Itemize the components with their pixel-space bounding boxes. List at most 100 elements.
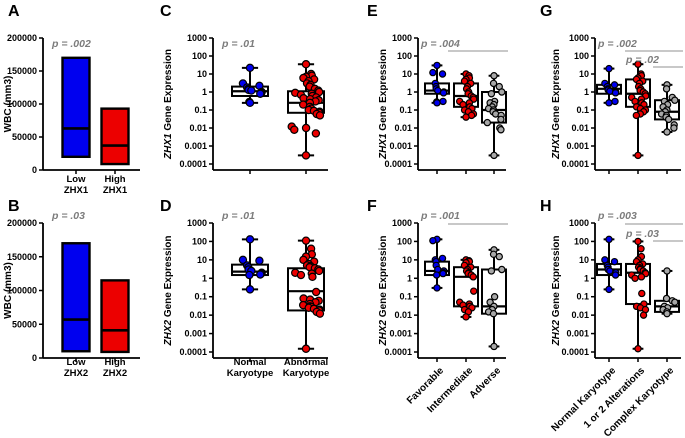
range-bar-blue	[61, 56, 91, 158]
p-value: p = .003	[597, 210, 637, 222]
y-tick-label: 200000	[7, 218, 37, 228]
y-tick-label: 100	[397, 51, 412, 61]
panel-g-label: G	[540, 3, 553, 20]
y-tick-label: 0	[32, 165, 37, 175]
panel-e-label: E	[367, 3, 378, 20]
y-axis-label: ZHX2 Gene Expression	[163, 235, 174, 346]
panel-h: 1000 100 10 1 0.1 0.01 0.001 0.0001 ZHX2 Gene Ex…	[508, 195, 685, 438]
panel-d-chart: 1000 100 10 1 0.1 0.01 0.001 0.0001 ZHX2 Gene Ex…	[163, 210, 329, 379]
p-value: p = .002	[597, 38, 637, 50]
data-point	[256, 89, 265, 98]
data-point	[606, 267, 614, 275]
y-tick-label: 0.001	[389, 329, 412, 339]
data-point	[439, 97, 447, 106]
data-point	[314, 266, 324, 276]
y-tick-label: 150000	[7, 252, 37, 262]
x-category-label: ZHX2	[64, 368, 88, 379]
data-point	[611, 97, 619, 106]
y-tick-label: 0.01	[571, 310, 589, 320]
data-point	[490, 293, 499, 301]
y-tick-label: 100	[574, 236, 589, 246]
data-point	[498, 265, 506, 274]
y-tick-label: 0.0001	[384, 347, 412, 357]
data-point	[631, 274, 639, 282]
data-point	[315, 309, 325, 318]
data-point	[315, 111, 325, 120]
p-value: p = .004	[420, 38, 460, 50]
y-tick-label: 200000	[7, 33, 37, 43]
data-point	[238, 255, 248, 265]
y-tick-label: 100	[397, 236, 412, 246]
panel-d-label: D	[160, 198, 172, 215]
y-tick-label: 0.001	[184, 141, 207, 151]
y-tick-label: 0.1	[194, 105, 207, 115]
data-point	[439, 89, 448, 97]
data-point	[301, 151, 311, 160]
y-tick-label: 1	[202, 273, 207, 283]
p-value: p = .001	[420, 210, 460, 222]
data-point	[469, 273, 477, 281]
y-axis-label: ZHX1 Gene Expression	[378, 49, 389, 160]
panel-b: 0 50000 100000 150000 200000 WBC (mm3) Low ZHX2…	[0, 195, 160, 438]
y-tick-label: 50000	[12, 132, 37, 142]
data-point	[489, 79, 498, 88]
data-point	[490, 151, 498, 160]
data-point	[462, 313, 470, 321]
range-bar-red	[100, 107, 130, 166]
data-point	[610, 81, 619, 89]
data-point	[634, 151, 642, 160]
data-point	[663, 267, 671, 275]
x-category-label: ZHX2	[103, 368, 127, 379]
data-point	[637, 245, 645, 253]
data-point	[301, 123, 311, 133]
y-tick-label: 100	[192, 236, 207, 246]
y-tick-label: 10	[402, 69, 412, 79]
data-point	[245, 270, 254, 280]
x-category-label: Low	[67, 174, 87, 185]
panel-h-label: H	[540, 198, 552, 215]
y-tick-label: 100000	[7, 286, 37, 296]
data-point	[296, 270, 306, 280]
y-tick-label: 1	[584, 87, 589, 97]
data-point	[605, 285, 613, 294]
y-tick-label: 0.01	[189, 310, 207, 320]
data-point	[632, 111, 641, 120]
data-point	[662, 85, 671, 93]
y-tick-label: 50000	[12, 319, 37, 329]
y-tick-label: 1	[584, 273, 589, 283]
y-tick-label: 150000	[7, 66, 37, 76]
data-point	[497, 126, 505, 134]
data-point	[605, 99, 613, 107]
y-tick-label: 10	[579, 255, 589, 265]
data-point	[637, 273, 646, 281]
data-point	[432, 271, 441, 279]
data-point	[663, 309, 671, 318]
panel-g: 1000 100 10 1 0.1 0.01 0.001 0.0001 ZHX1 Gene Ex…	[508, 0, 685, 195]
data-point	[639, 311, 648, 319]
y-tick-label: 0.01	[394, 310, 412, 320]
y-tick-label: 1	[407, 87, 412, 97]
y-tick-label: 10	[402, 255, 412, 265]
data-point	[429, 236, 437, 245]
data-point	[490, 72, 498, 80]
data-point	[497, 115, 505, 124]
p-value: p = .03	[625, 228, 659, 240]
data-point	[498, 88, 506, 96]
y-tick-label: 1	[407, 273, 412, 283]
data-point	[663, 128, 671, 136]
y-tick-label: 0.001	[566, 329, 589, 339]
panel-a: 0 50000 100000 150000 200000 WBC (mm3) Low ZHX1…	[0, 0, 160, 196]
data-point	[439, 269, 447, 278]
panel-c-label: C	[160, 3, 172, 20]
y-tick-label: 0.0001	[384, 159, 412, 169]
panel-d: 1000 100 10 1 0.1 0.01 0.001 0.0001 ZHX2 Gene Ex…	[152, 195, 330, 438]
y-tick-label: 1000	[187, 33, 207, 43]
range-bar-blue	[61, 242, 91, 353]
data-point	[634, 237, 642, 246]
y-axis-label: WBC (mm3)	[3, 76, 14, 133]
data-point	[634, 60, 642, 68]
y-tick-label: 0.1	[576, 105, 589, 115]
